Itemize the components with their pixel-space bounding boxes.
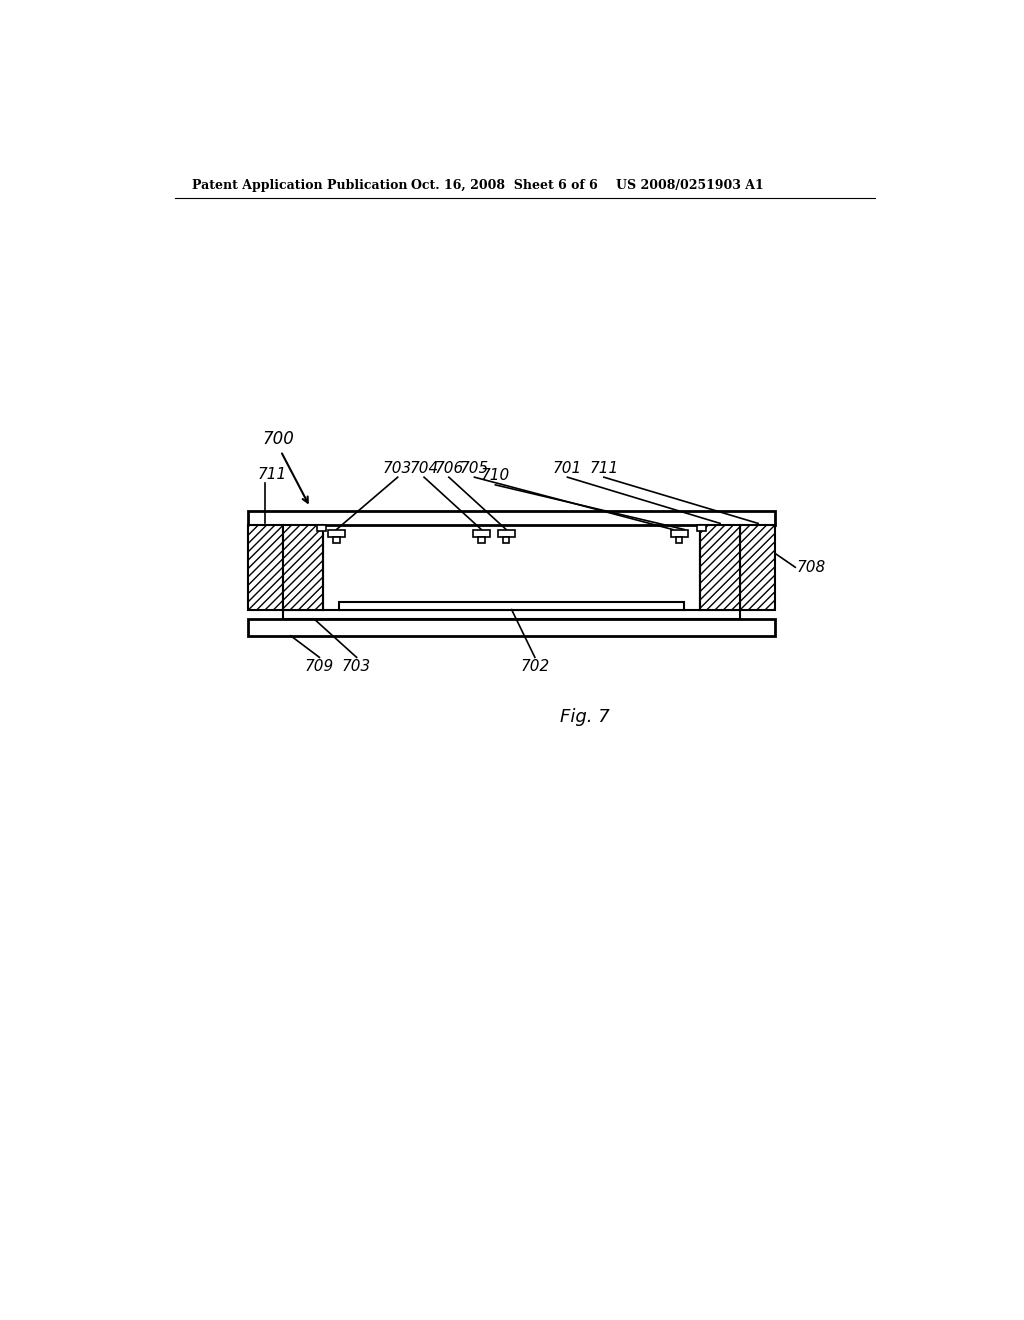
Text: Patent Application Publication: Patent Application Publication <box>191 178 408 191</box>
Text: 711: 711 <box>257 467 287 482</box>
Text: 703: 703 <box>342 659 372 675</box>
Bar <box>283 525 324 610</box>
Text: 703: 703 <box>383 461 413 475</box>
Text: 705: 705 <box>460 461 489 475</box>
Bar <box>671 529 687 537</box>
Text: 708: 708 <box>797 560 826 574</box>
Bar <box>334 537 340 544</box>
Text: 711: 711 <box>589 461 618 475</box>
Bar <box>503 537 509 544</box>
Bar <box>339 602 684 610</box>
Bar <box>283 610 740 619</box>
Bar <box>498 529 515 537</box>
Text: US 2008/0251903 A1: US 2008/0251903 A1 <box>616 178 764 191</box>
Bar <box>697 525 707 531</box>
Bar <box>700 525 740 610</box>
Text: 700: 700 <box>263 430 295 447</box>
Bar <box>473 529 489 537</box>
Bar <box>478 537 484 544</box>
Bar <box>740 525 775 610</box>
Bar <box>248 619 775 636</box>
Text: 701: 701 <box>553 461 582 475</box>
Text: 709: 709 <box>305 659 334 675</box>
Text: 706: 706 <box>434 461 464 475</box>
Bar <box>248 511 775 525</box>
Text: 710: 710 <box>480 469 510 483</box>
Text: Oct. 16, 2008  Sheet 6 of 6: Oct. 16, 2008 Sheet 6 of 6 <box>411 178 598 191</box>
Text: 704: 704 <box>410 461 438 475</box>
Bar <box>328 529 345 537</box>
Text: 702: 702 <box>520 659 550 675</box>
Bar <box>248 525 283 610</box>
Bar <box>676 537 682 544</box>
Text: Fig. 7: Fig. 7 <box>560 708 610 726</box>
Bar <box>317 525 327 531</box>
